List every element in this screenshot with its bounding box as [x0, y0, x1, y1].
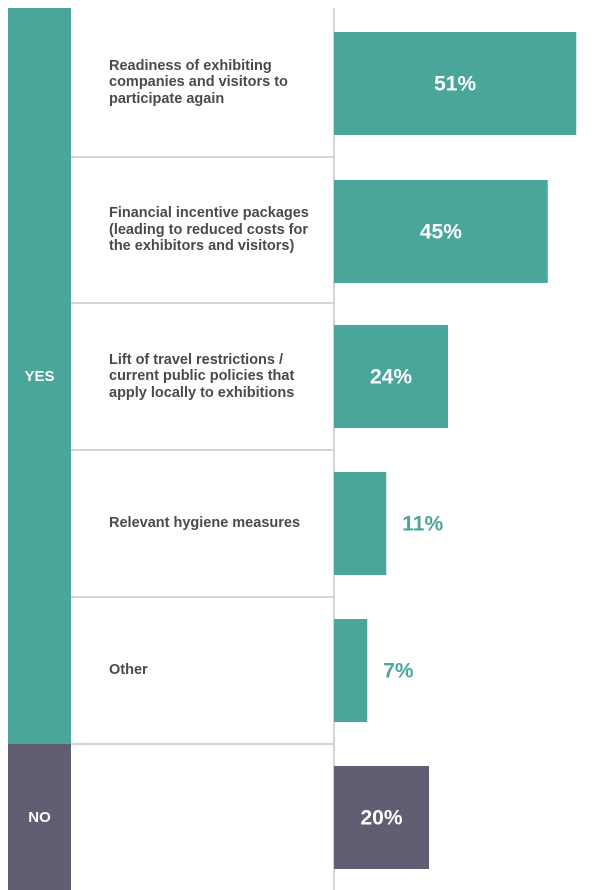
bar-value-label-4: 11% — [402, 513, 443, 536]
bar-value-label-5: 7% — [383, 660, 414, 683]
category-label-other: Other — [109, 662, 148, 679]
yes-group-label: YES — [24, 367, 55, 385]
bar-2 — [334, 180, 548, 283]
bar-value-label-1: 51% — [434, 73, 476, 96]
no-group-label: NO — [28, 808, 51, 826]
bar-value-label-6: 20% — [360, 807, 402, 830]
bar-3 — [334, 325, 448, 428]
row-divider — [71, 302, 333, 304]
no-group-band: NO — [8, 744, 71, 890]
row-divider — [71, 156, 333, 158]
category-label-column — [71, 8, 335, 890]
bar-value-label-2: 45% — [420, 221, 462, 244]
yes-group-band: YES — [8, 8, 71, 744]
bar-1 — [334, 32, 577, 135]
row-divider — [71, 743, 333, 745]
category-label-travel-restrictions: Lift of travel restrictions / current pu… — [109, 351, 295, 401]
row-divider — [71, 449, 333, 451]
category-label-readiness: Readiness of exhibiting companies and vi… — [109, 57, 288, 107]
category-label-financial-incentives: Financial incentive packages (leading to… — [109, 205, 309, 255]
bar-5 — [334, 619, 368, 722]
bar-4 — [334, 472, 387, 575]
category-label-hygiene-measures: Relevant hygiene measures — [109, 515, 301, 532]
row-divider — [71, 596, 333, 598]
bar-6 — [334, 766, 429, 869]
bar-value-label-3: 24% — [370, 366, 412, 389]
